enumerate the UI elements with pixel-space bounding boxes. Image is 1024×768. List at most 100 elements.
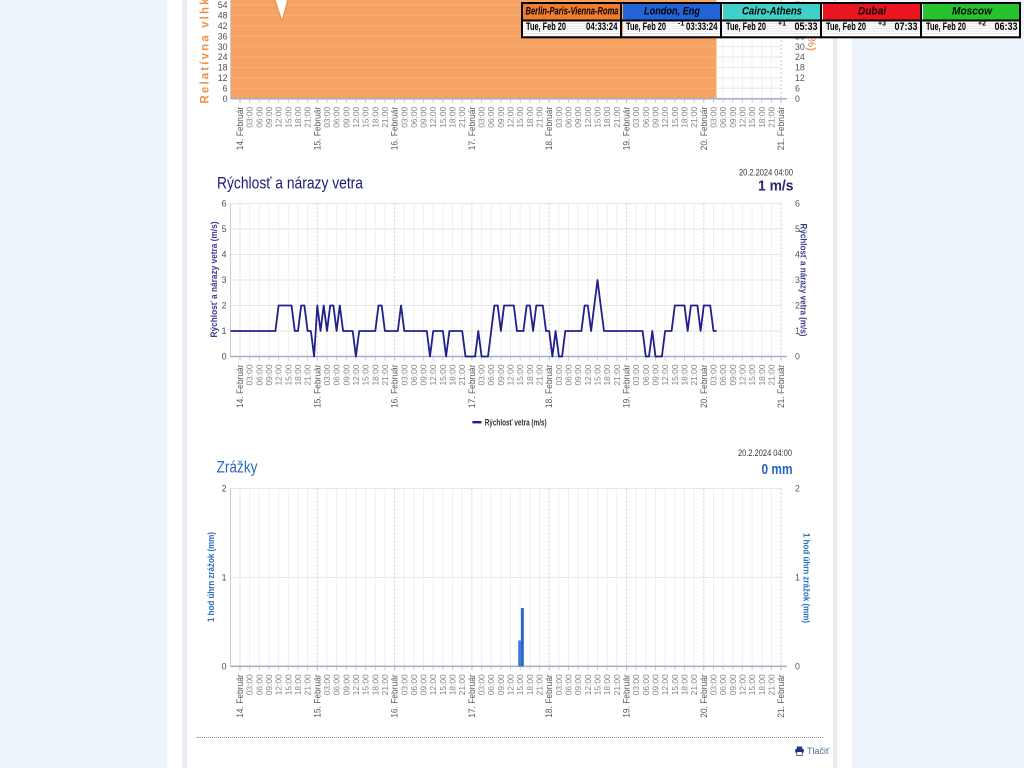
svg-text:20. Február: 20. Február — [699, 107, 709, 151]
svg-text:12:00: 12:00 — [351, 364, 361, 385]
svg-text:21. Február: 21. Február — [776, 674, 786, 718]
svg-text:06:00: 06:00 — [254, 364, 264, 385]
svg-text:4: 4 — [222, 250, 227, 260]
svg-text:1: 1 — [795, 326, 800, 336]
svg-text:18:00: 18:00 — [448, 107, 458, 128]
svg-text:12:00: 12:00 — [428, 107, 438, 128]
svg-text:09:00: 09:00 — [728, 674, 738, 695]
svg-text:18. Február: 18. Február — [544, 364, 554, 408]
svg-text:18:00: 18:00 — [293, 107, 303, 128]
svg-text:09:00: 09:00 — [573, 107, 583, 128]
svg-text:21:00: 21:00 — [457, 364, 467, 385]
svg-text:Tue, Feb 20: Tue, Feb 20 — [526, 21, 566, 33]
svg-text:15:00: 15:00 — [361, 364, 371, 385]
svg-text:17. Február: 17. Február — [467, 364, 477, 408]
svg-text:06:00: 06:00 — [641, 364, 651, 385]
svg-text:Rýchlosť vetra (m/s): Rýchlosť vetra (m/s) — [485, 417, 547, 427]
svg-text:03:00: 03:00 — [245, 364, 255, 385]
svg-text:18. Február: 18. Február — [544, 674, 554, 718]
svg-text:09:00: 09:00 — [341, 364, 351, 385]
svg-text:06:00: 06:00 — [486, 674, 496, 695]
svg-text:London, Eng: London, Eng — [644, 6, 700, 18]
svg-text:15:00: 15:00 — [361, 107, 371, 128]
svg-text:19. Február: 19. Február — [622, 364, 632, 408]
svg-text:Tue, Feb 20: Tue, Feb 20 — [826, 21, 866, 33]
svg-text:15:00: 15:00 — [593, 107, 603, 128]
svg-text:1 hod úhrn zrážok (mm): 1 hod úhrn zrážok (mm) — [802, 533, 812, 623]
svg-text:03:00: 03:00 — [477, 107, 487, 128]
svg-text:21:00: 21:00 — [689, 674, 699, 695]
svg-text:03:00: 03:00 — [554, 107, 564, 128]
svg-text:18:00: 18:00 — [602, 674, 612, 695]
svg-text:42: 42 — [218, 21, 228, 31]
svg-text:09:00: 09:00 — [496, 674, 506, 695]
svg-text:06:00: 06:00 — [254, 107, 264, 128]
svg-text:1 hod úhrn zrážok (mm): 1 hod úhrn zrážok (mm) — [206, 532, 216, 622]
svg-text:0 mm: 0 mm — [762, 461, 793, 478]
svg-text:03:00: 03:00 — [322, 364, 332, 385]
svg-text:6: 6 — [223, 84, 228, 94]
svg-text:18:00: 18:00 — [680, 674, 690, 695]
svg-text:15. Február: 15. Február — [312, 674, 322, 718]
svg-text:09:00: 09:00 — [728, 107, 738, 128]
svg-text:12: 12 — [218, 73, 228, 83]
svg-text:12:00: 12:00 — [428, 364, 438, 385]
svg-text:07:33: 07:33 — [895, 21, 918, 33]
svg-text:06:00: 06:00 — [486, 107, 496, 128]
svg-text:+1: +1 — [778, 20, 786, 27]
svg-text:15:00: 15:00 — [747, 674, 757, 695]
svg-text:5: 5 — [222, 224, 227, 234]
svg-text:21:00: 21:00 — [380, 107, 390, 128]
svg-text:21:00: 21:00 — [612, 107, 622, 128]
svg-text:48: 48 — [218, 10, 228, 20]
svg-text:20. Február: 20. Február — [699, 364, 709, 408]
svg-text:15:00: 15:00 — [670, 107, 680, 128]
svg-text:12:00: 12:00 — [737, 364, 747, 385]
svg-text:-1: -1 — [678, 20, 684, 27]
svg-text:19. Február: 19. Február — [622, 107, 632, 151]
svg-text:21:00: 21:00 — [380, 674, 390, 695]
svg-text:16. Február: 16. Február — [390, 107, 400, 151]
svg-text:06:00: 06:00 — [718, 364, 728, 385]
svg-text:06:00: 06:00 — [564, 107, 574, 128]
svg-text:03:00: 03:00 — [399, 364, 409, 385]
svg-text:30: 30 — [218, 42, 228, 52]
svg-text:21:00: 21:00 — [766, 364, 776, 385]
svg-text:15. Február: 15. Február — [312, 107, 322, 151]
svg-text:09:00: 09:00 — [341, 674, 351, 695]
svg-text:06:00: 06:00 — [409, 107, 419, 128]
svg-text:18:00: 18:00 — [602, 364, 612, 385]
svg-text:5: 5 — [795, 224, 800, 234]
svg-text:18: 18 — [795, 63, 805, 73]
svg-text:18:00: 18:00 — [370, 674, 380, 695]
svg-text:17. Február: 17. Február — [467, 674, 477, 718]
svg-text:09:00: 09:00 — [728, 364, 738, 385]
svg-text:06:00: 06:00 — [486, 364, 496, 385]
svg-text:20.2.2024 04:00: 20.2.2024 04:00 — [738, 448, 792, 459]
svg-text:Dubai: Dubai — [858, 6, 887, 18]
svg-text:05:33: 05:33 — [795, 21, 818, 33]
svg-text:03:00: 03:00 — [322, 107, 332, 128]
svg-text:15:00: 15:00 — [283, 107, 293, 128]
svg-text:18:00: 18:00 — [680, 107, 690, 128]
svg-text:06:00: 06:00 — [254, 674, 264, 695]
svg-text:Relatívna vlhkosť (%): Relatívna vlhkosť (%) — [200, 0, 212, 104]
svg-text:09:00: 09:00 — [264, 364, 274, 385]
svg-text:21:00: 21:00 — [457, 107, 467, 128]
svg-text:12:00: 12:00 — [351, 674, 361, 695]
svg-text:03:00: 03:00 — [709, 364, 719, 385]
svg-text:30: 30 — [795, 42, 805, 52]
svg-text:06:00: 06:00 — [332, 107, 342, 128]
svg-text:2: 2 — [222, 484, 227, 494]
svg-text:18:00: 18:00 — [293, 674, 303, 695]
svg-text:Tue, Feb 20: Tue, Feb 20 — [926, 21, 966, 33]
svg-text:17. Február: 17. Február — [467, 107, 477, 151]
svg-text:03:00: 03:00 — [554, 674, 564, 695]
svg-text:21:00: 21:00 — [766, 107, 776, 128]
svg-text:03:00: 03:00 — [554, 364, 564, 385]
svg-text:06:00: 06:00 — [409, 674, 419, 695]
svg-text:12:00: 12:00 — [506, 107, 516, 128]
svg-text:06:00: 06:00 — [718, 107, 728, 128]
svg-text:21:00: 21:00 — [380, 364, 390, 385]
svg-text:21. Február: 21. Február — [776, 364, 786, 408]
